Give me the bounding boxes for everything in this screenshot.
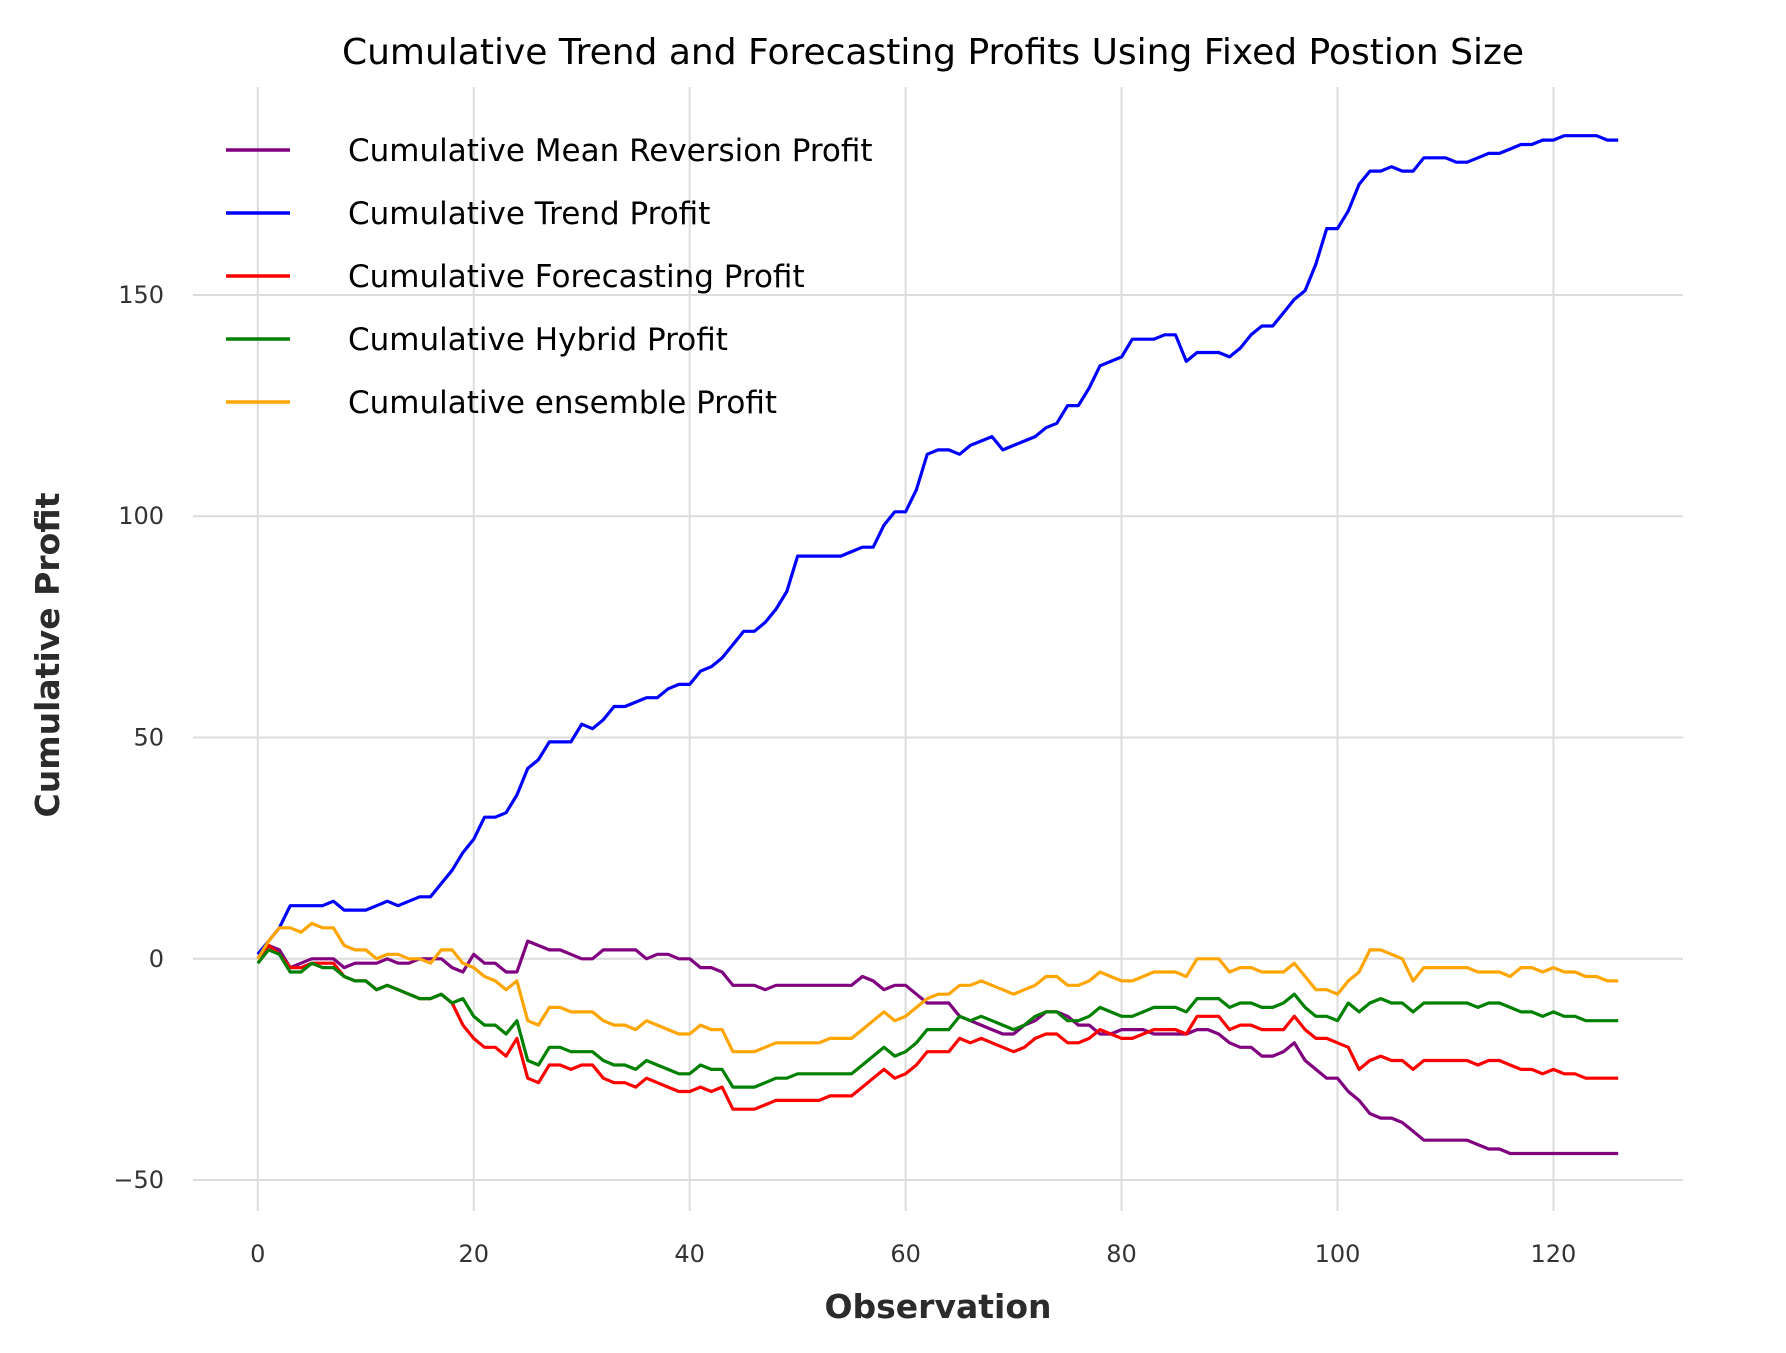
y-tick-label: 150 bbox=[118, 281, 164, 309]
x-tick-label: 100 bbox=[1315, 1240, 1361, 1268]
series-line-2 bbox=[256, 134, 1619, 956]
legend-label: Cumulative Mean Reversion Profit bbox=[348, 133, 873, 169]
x-tick-label: 120 bbox=[1531, 1240, 1577, 1268]
y-tick-label: 0 bbox=[149, 945, 164, 973]
chart-title: Cumulative Trend and Forecasting Profits… bbox=[342, 32, 1524, 73]
x-tick-label: 20 bbox=[458, 1240, 489, 1268]
x-tick-label: 80 bbox=[1106, 1240, 1137, 1268]
legend-label: Cumulative Trend Profit bbox=[348, 196, 710, 232]
y-tick-label: 50 bbox=[133, 724, 164, 752]
legend-label: Cumulative Hybrid Profit bbox=[348, 322, 728, 358]
y-axis-ticks: −50 0 50 100 150 bbox=[113, 281, 164, 1194]
x-tick-label: 60 bbox=[890, 1240, 921, 1268]
vertical-gridlines bbox=[256, 87, 1555, 1211]
legend-label: Cumulative ensemble Profit bbox=[348, 385, 777, 421]
x-tick-label: 40 bbox=[674, 1240, 705, 1268]
horizontal-gridlines bbox=[193, 293, 1683, 1182]
x-tick-label: 0 bbox=[250, 1240, 265, 1268]
series-lines bbox=[256, 134, 1619, 1156]
series-line-4 bbox=[256, 948, 1619, 1089]
series-line-5 bbox=[256, 921, 1619, 1054]
y-axis-label: Cumulative Profit bbox=[28, 492, 67, 817]
y-tick-label: 100 bbox=[118, 502, 164, 530]
y-tick-label: −50 bbox=[113, 1166, 164, 1194]
x-axis-ticks: 0 20 40 60 80 100 120 bbox=[250, 1240, 1576, 1268]
legend-label: Cumulative Forecasting Profit bbox=[348, 259, 805, 295]
legend: Cumulative Mean Reversion Profit Cumulati… bbox=[226, 133, 873, 421]
series-line-3 bbox=[256, 943, 1619, 1111]
x-axis-label: Observation bbox=[824, 1287, 1051, 1326]
